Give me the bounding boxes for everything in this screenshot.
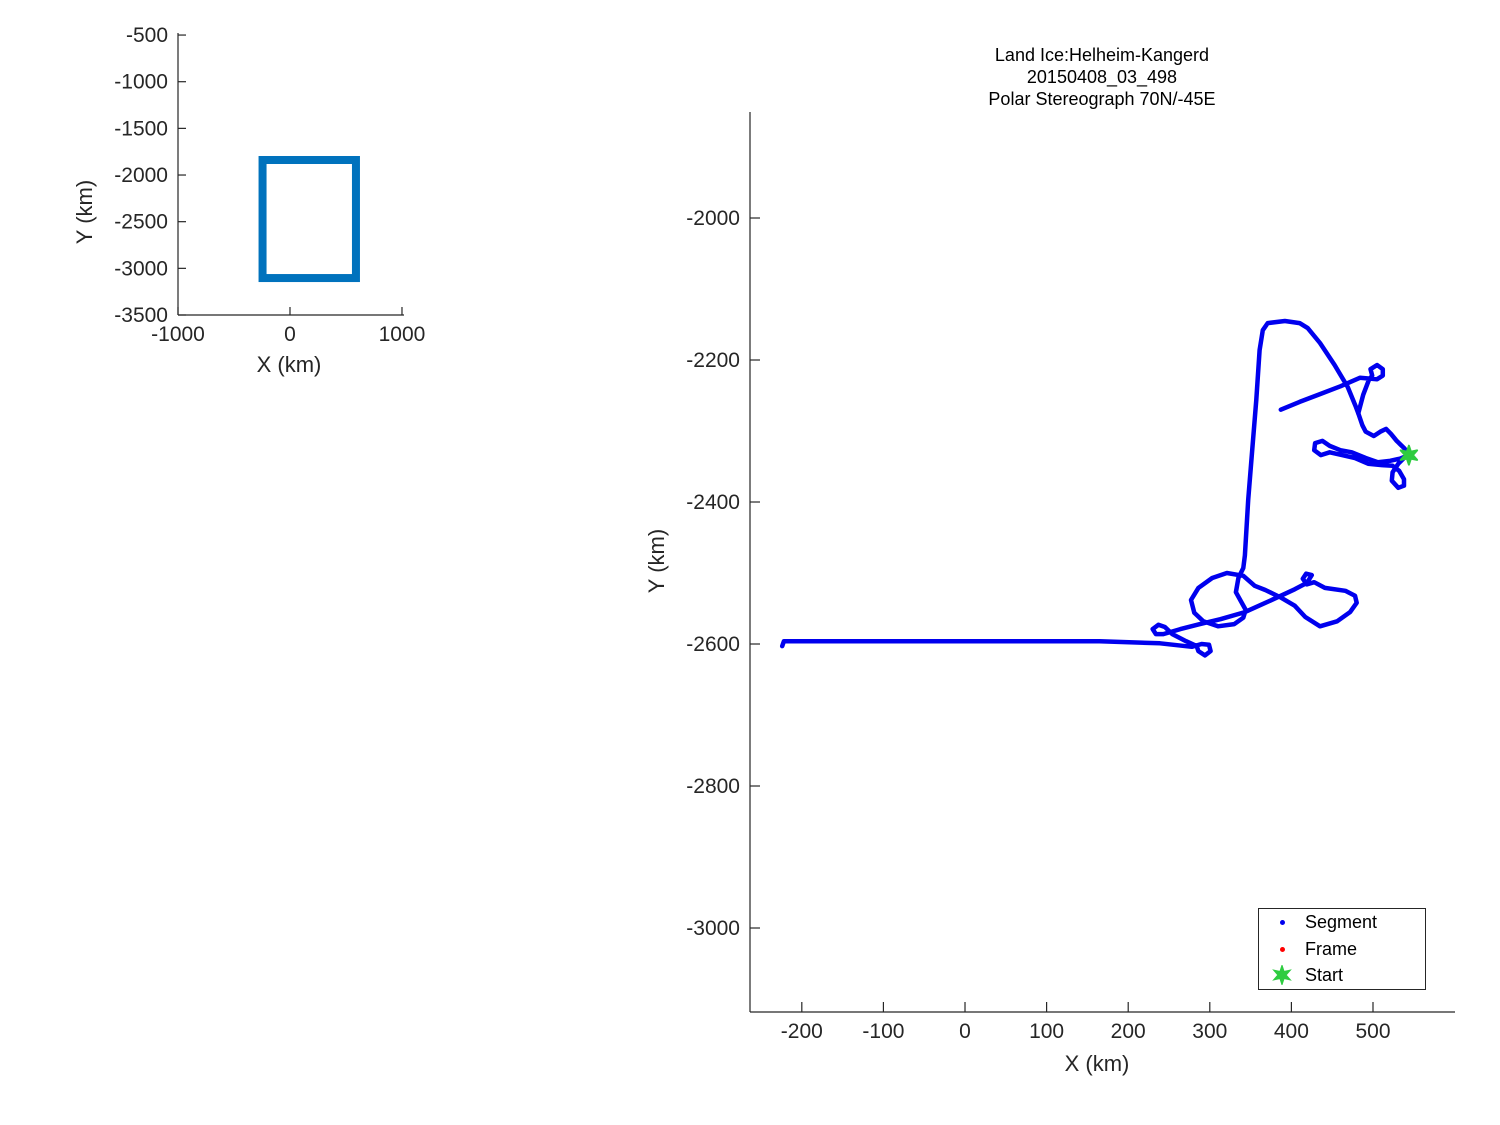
- overview-y-tick-label: -3500: [114, 304, 168, 327]
- main-x-tick-label: 200: [1111, 1020, 1146, 1043]
- overview-y-tick-label: -500: [126, 24, 168, 47]
- start-star-icon: [1259, 965, 1305, 986]
- main-x-tick-label: 0: [959, 1020, 971, 1043]
- coverage-bbox-rect: [258, 156, 360, 283]
- main-x-tick-label: -200: [781, 1020, 823, 1043]
- legend-box: Segment Frame Start: [1258, 908, 1426, 990]
- legend-label-frame: Frame: [1305, 938, 1358, 959]
- main-y-tick-label: -3000: [686, 917, 740, 940]
- start-marker-star: [1399, 444, 1419, 466]
- start-star-glyph: [1272, 965, 1292, 986]
- main-y-tick-label: -2800: [686, 775, 740, 798]
- overview-y-tick-label: -1000: [114, 71, 168, 94]
- main-x-tick-label: 400: [1274, 1020, 1309, 1043]
- legend-item-segment: Segment: [1259, 910, 1425, 935]
- overview-x-tick-label: 1000: [379, 323, 426, 346]
- frame-dot-icon: [1259, 946, 1305, 952]
- main-plot-title: Land Ice:Helheim-Kangerd 20150408_03_498…: [852, 44, 1352, 110]
- main-y-tick-label: -2400: [686, 491, 740, 514]
- title-line-1: Land Ice:Helheim-Kangerd: [994, 45, 1210, 65]
- segment-track-path: [1356, 411, 1412, 456]
- overview-y-axis-label: Y (km): [72, 179, 97, 245]
- main-y-axis-label: Y (km): [644, 528, 669, 594]
- title-line-3: Polar Stereograph 70N/-45E: [988, 89, 1216, 109]
- overview-y-tick-label: -1500: [114, 117, 168, 140]
- legend-item-start: Start: [1259, 963, 1425, 988]
- main-x-tick-label: 500: [1355, 1020, 1390, 1043]
- main-y-tick-label: -2000: [686, 207, 740, 230]
- main-y-tick-label: -2200: [686, 349, 740, 372]
- main-y-tick-label: -2600: [686, 633, 740, 656]
- legend-label-start: Start: [1305, 964, 1344, 985]
- overview-x-tick-label: 0: [284, 323, 296, 346]
- title-line-2: 20150408_03_498: [1026, 67, 1178, 87]
- main-x-tick-label: 300: [1192, 1020, 1227, 1043]
- overview-y-tick-label: -2500: [114, 211, 168, 234]
- overview-x-axis-label: X (km): [256, 352, 322, 377]
- segment-dot-icon: [1259, 920, 1305, 926]
- overview-x-tick-label: -1000: [151, 323, 205, 346]
- overview-y-tick-label: -2000: [114, 164, 168, 187]
- segment-track-path: [779, 318, 1386, 658]
- legend-label-segment: Segment: [1305, 912, 1378, 933]
- segment-track-path: [1311, 438, 1412, 491]
- overview-y-tick-label: -3000: [114, 257, 168, 280]
- main-x-tick-label: 100: [1029, 1020, 1064, 1043]
- main-x-axis-label: X (km): [1064, 1051, 1130, 1076]
- main-x-tick-label: -100: [862, 1020, 904, 1043]
- legend-item-frame: Frame: [1259, 937, 1425, 962]
